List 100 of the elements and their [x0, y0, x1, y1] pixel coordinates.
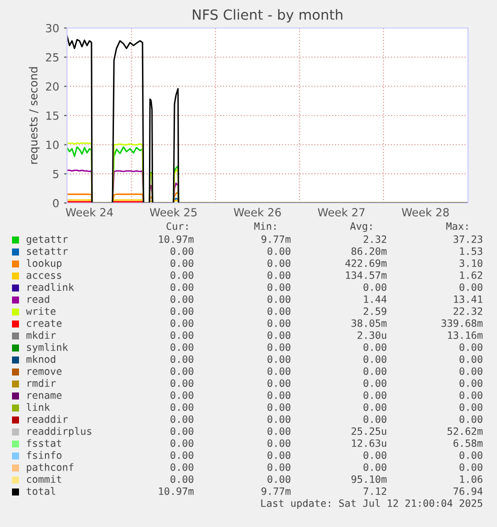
text: 0.00	[364, 403, 386, 411]
y-tick-label: 0	[53, 198, 59, 208]
text: 0.00	[268, 403, 290, 411]
legend-label: symlink	[27, 343, 68, 353]
text: 0.00	[170, 379, 194, 387]
text: 0.00	[170, 427, 194, 435]
text: 0.00	[268, 295, 290, 303]
text: 1.06	[460, 475, 482, 483]
text: 86.20m	[352, 247, 387, 255]
text: 0.00	[364, 355, 386, 363]
legend-label: readdir	[28, 415, 68, 423]
text: 0.00	[170, 403, 194, 411]
text: 37.23	[454, 235, 482, 243]
x-tick-label: Week 26	[234, 208, 281, 216]
text: 7.12	[364, 487, 386, 495]
legend-label: pathconf	[26, 463, 74, 473]
text: 13.16m	[448, 331, 483, 339]
text: 339.68m	[442, 319, 483, 327]
text: 0.00	[460, 283, 482, 291]
text: 0.00	[268, 283, 290, 291]
text: 13.41	[454, 295, 482, 303]
text: 1.62	[460, 271, 482, 279]
text: 9.77m	[262, 487, 291, 495]
text: Max:	[446, 222, 468, 230]
y-tick-label: 5	[53, 170, 58, 178]
x-tick-label: Week 25	[150, 208, 197, 216]
text: 2.30u	[358, 331, 386, 339]
text: 22.32	[454, 307, 482, 315]
text: 0.00	[268, 247, 290, 255]
legend-label: total	[26, 487, 56, 495]
text: 1.53	[460, 247, 482, 255]
text: 0.00	[268, 439, 290, 447]
text: 0.00	[460, 379, 482, 387]
text: 0.00	[364, 367, 386, 375]
text: 0.00	[268, 451, 290, 459]
x-tick-label: Week 27	[318, 208, 365, 216]
text: Last update: Sat Jul 12 21:00:04 2025	[261, 499, 482, 509]
x-tick-label: Week 24	[66, 208, 113, 216]
text: 10.97m	[159, 235, 194, 243]
legend-label: getattr	[26, 236, 68, 245]
text: 10.97m	[159, 487, 194, 495]
text: 0.00	[268, 391, 290, 399]
text: 0.00	[170, 475, 194, 483]
text: 0.00	[170, 271, 194, 279]
text: 0.00	[170, 331, 194, 339]
text: 0.00	[170, 355, 194, 363]
text: 0.00	[268, 379, 290, 387]
text: 0.00	[364, 283, 386, 291]
text: Avg:	[350, 222, 372, 232]
text: 95.10m	[352, 475, 387, 483]
text: 0.00	[364, 415, 386, 423]
text: 0.00	[268, 331, 290, 339]
text: 0.00	[460, 343, 482, 351]
text: 0.00	[268, 427, 290, 435]
legend-label: mknod	[26, 355, 56, 363]
y-tick-label: 20	[46, 82, 59, 91]
text: 0.00	[364, 343, 386, 351]
legend-label: lookup	[26, 259, 62, 269]
text: 0.00	[460, 367, 482, 375]
text: 1.44	[364, 295, 387, 303]
text: 0.00	[268, 319, 290, 327]
legend-label: remove	[28, 369, 62, 375]
text: 0.00	[364, 451, 386, 459]
text: 6.58m	[454, 439, 483, 447]
text: 0.00	[364, 463, 386, 471]
text: 0.00	[170, 439, 194, 447]
text: 0.00	[170, 451, 194, 459]
text: Min:	[254, 222, 276, 230]
text: 0.00	[460, 355, 482, 363]
text: 0.00	[460, 403, 482, 411]
legend-label: rename	[28, 393, 62, 399]
legend-label: commit	[26, 475, 62, 483]
x-tick-label: Week 28	[402, 208, 449, 216]
chart-title: NFS Client - by month	[192, 9, 342, 23]
legend-label: access	[26, 273, 62, 279]
legend-label: write	[26, 307, 56, 315]
text: 0.00	[170, 415, 194, 423]
legend-label: setattr	[27, 248, 68, 255]
text: 0.00	[170, 247, 194, 255]
y-tick-label: 10	[46, 140, 59, 150]
legend-label: fsstat	[26, 439, 62, 447]
text: 0.00	[170, 295, 194, 303]
text: 0.00	[170, 319, 194, 327]
text: 0.00	[170, 367, 194, 375]
text: 38.05m	[352, 319, 387, 327]
text: 0.00	[268, 367, 290, 375]
text: 134.57m	[346, 271, 387, 279]
text: 0.00	[268, 259, 290, 267]
text: 76.94	[454, 487, 483, 495]
legend-label: create	[26, 320, 62, 327]
text: 2.32	[364, 235, 386, 243]
text: 0.00	[268, 475, 290, 483]
y-axis-title: requests / second	[28, 67, 40, 164]
text: 2.59	[364, 307, 386, 315]
text: 0.00	[170, 391, 194, 399]
text: 0.00	[460, 391, 482, 399]
legend-label: fsinfo	[26, 451, 62, 459]
legend-label: rmdir	[28, 379, 56, 387]
text: 0.00	[268, 271, 290, 279]
text: 0.00	[170, 283, 194, 291]
